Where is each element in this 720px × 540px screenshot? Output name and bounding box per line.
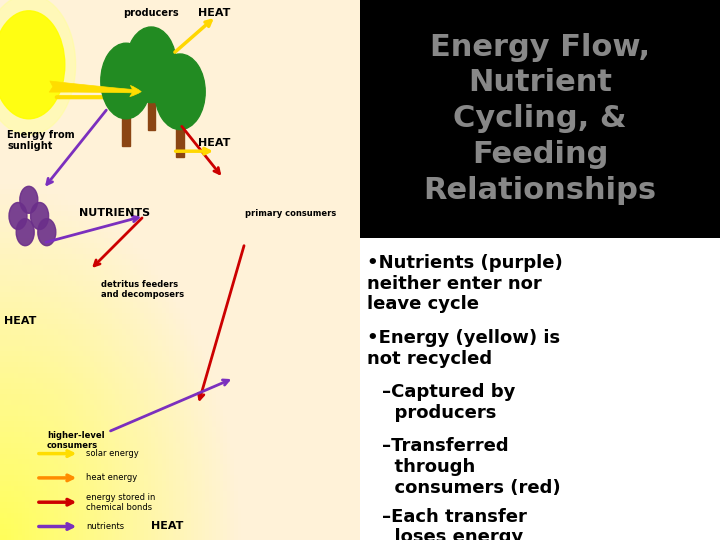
Text: heat energy: heat energy <box>86 474 138 482</box>
Bar <box>122 92 130 146</box>
Circle shape <box>38 219 56 246</box>
Circle shape <box>126 27 176 103</box>
Text: producers: producers <box>123 8 179 18</box>
FancyBboxPatch shape <box>360 0 720 238</box>
Bar <box>148 76 155 130</box>
Text: –Captured by
  producers: –Captured by producers <box>382 383 515 422</box>
Circle shape <box>9 202 27 230</box>
Text: higher-level
consumers: higher-level consumers <box>47 431 104 450</box>
Text: Energy Flow,
Nutrient
Cycling, &
Feeding
Relationships: Energy Flow, Nutrient Cycling, & Feeding… <box>423 32 657 205</box>
Text: •Nutrients (purple)
neither enter nor
leave cycle: •Nutrients (purple) neither enter nor le… <box>367 254 563 313</box>
Text: solar energy: solar energy <box>86 449 139 458</box>
Text: nutrients: nutrients <box>86 522 125 531</box>
Text: energy stored in
chemical bonds: energy stored in chemical bonds <box>86 492 156 512</box>
Circle shape <box>155 54 205 130</box>
Text: Energy from
sunlight: Energy from sunlight <box>7 130 75 151</box>
Text: primary consumers: primary consumers <box>245 209 336 218</box>
Circle shape <box>30 202 49 230</box>
Text: HEAT: HEAT <box>198 8 230 18</box>
Text: –Transferred
  through
  consumers (red): –Transferred through consumers (red) <box>382 437 560 497</box>
Text: NUTRIENTS: NUTRIENTS <box>79 208 150 218</box>
Circle shape <box>17 219 35 246</box>
Text: –Each transfer
  loses energy
  (orange): –Each transfer loses energy (orange) <box>382 508 526 540</box>
Circle shape <box>19 186 37 213</box>
Text: detritus feeders
and decomposers: detritus feeders and decomposers <box>101 280 184 299</box>
Text: •Energy (yellow) is
not recycled: •Energy (yellow) is not recycled <box>367 329 560 368</box>
Bar <box>176 103 184 157</box>
Circle shape <box>0 11 65 119</box>
Text: HEAT: HEAT <box>151 521 184 531</box>
Text: HEAT: HEAT <box>4 316 36 326</box>
Circle shape <box>101 43 151 119</box>
Text: HEAT: HEAT <box>198 138 230 148</box>
Circle shape <box>0 0 76 135</box>
